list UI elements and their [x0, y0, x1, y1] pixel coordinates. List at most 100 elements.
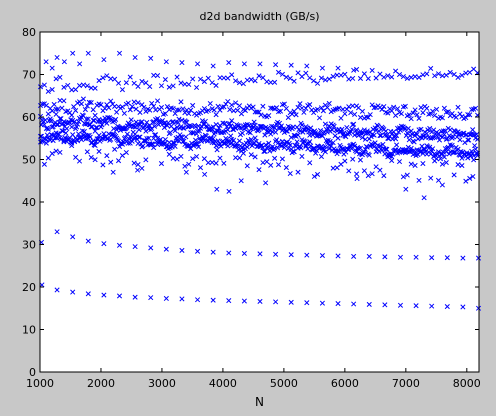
data-point-marker [178, 153, 184, 159]
data-point-marker [291, 149, 297, 155]
data-point-marker [429, 255, 435, 261]
data-point-marker [53, 106, 59, 112]
data-point-marker [122, 134, 128, 141]
data-point-marker [213, 82, 219, 88]
data-point-marker [460, 255, 466, 261]
data-point-marker [93, 125, 99, 131]
x-tick-label: 7000 [392, 377, 420, 390]
data-point-marker [241, 298, 247, 304]
data-point-marker [158, 161, 165, 167]
data-point-marker [383, 146, 389, 152]
data-point-marker [455, 162, 461, 168]
data-point-marker [41, 82, 47, 88]
data-point-marker [179, 247, 185, 254]
data-point-marker [439, 115, 445, 121]
data-point-marker [91, 117, 97, 124]
data-point-marker [128, 117, 134, 123]
data-point-marker [76, 158, 83, 164]
data-point-marker [274, 137, 280, 143]
data-point-marker [194, 153, 200, 160]
data-point-marker [307, 160, 313, 166]
data-point-marker [227, 107, 233, 113]
data-point-marker [460, 304, 466, 310]
data-point-marker [233, 100, 239, 106]
data-point-marker [211, 107, 217, 113]
data-point-marker [179, 135, 185, 141]
data-point-marker [92, 128, 98, 134]
data-point-marker [423, 148, 429, 154]
data-point-marker [174, 74, 180, 80]
data-point-marker [444, 255, 450, 261]
y-tick-label: 20 [22, 281, 36, 294]
data-point-marker [209, 159, 215, 166]
data-point-marker [152, 123, 158, 129]
data-point-marker [385, 110, 391, 116]
data-point-marker [186, 111, 192, 117]
data-point-marker [361, 71, 367, 77]
data-point-marker [210, 297, 216, 303]
data-point-marker [86, 99, 92, 105]
data-point-marker [137, 109, 143, 115]
data-point-marker [110, 169, 116, 175]
data-point-marker [139, 119, 145, 125]
data-point-marker [437, 156, 444, 162]
data-point-marker [248, 77, 254, 83]
data-point-marker [141, 104, 147, 110]
data-point-marker [326, 146, 332, 152]
data-point-marker [236, 103, 243, 109]
data-point-marker [210, 136, 216, 142]
data-point-marker [357, 145, 364, 151]
data-point-marker [346, 168, 352, 174]
data-point-marker [473, 105, 479, 111]
data-point-marker [432, 112, 438, 119]
y-tick-label: 60 [22, 111, 36, 124]
data-point-marker [283, 164, 289, 171]
data-point-marker [366, 253, 372, 259]
data-point-marker [45, 88, 51, 94]
data-point-marker [275, 162, 282, 168]
data-point-marker [101, 57, 107, 63]
data-point-marker [369, 67, 375, 74]
data-point-marker [389, 158, 395, 164]
data-point-marker [57, 116, 63, 122]
data-point-marker [371, 105, 377, 111]
data-point-marker [229, 72, 235, 78]
data-point-marker [293, 112, 299, 118]
data-point-marker [424, 131, 430, 137]
data-point-marker [283, 128, 289, 134]
data-point-marker [439, 182, 445, 188]
data-point-marker [182, 163, 188, 169]
data-point-marker [401, 147, 407, 153]
data-point-marker [283, 139, 289, 145]
data-point-marker [190, 76, 196, 82]
data-point-marker [55, 106, 61, 112]
data-point-marker [340, 106, 346, 112]
data-point-marker [114, 109, 120, 115]
data-point-marker [70, 289, 76, 295]
data-point-marker [158, 83, 165, 89]
data-point-marker [275, 125, 282, 131]
data-point-marker [369, 102, 375, 108]
data-point-marker [143, 80, 149, 86]
data-point-marker [449, 142, 455, 148]
data-point-marker [140, 143, 146, 149]
data-point-marker [88, 124, 94, 130]
data-point-marker [273, 62, 279, 68]
data-point-marker [179, 296, 185, 302]
data-point-marker [45, 155, 51, 161]
data-point-marker [447, 69, 453, 75]
data-point-marker [210, 249, 216, 255]
data-point-marker [197, 165, 204, 171]
data-point-marker [65, 82, 71, 88]
data-point-marker [252, 154, 258, 160]
data-point-marker [116, 50, 123, 56]
data-point-marker [115, 158, 122, 164]
data-point-marker [469, 131, 475, 137]
data-point-marker [429, 303, 435, 309]
data-point-marker [411, 139, 417, 145]
data-point-marker [210, 63, 216, 69]
data-point-marker [257, 61, 263, 67]
data-point-marker [70, 234, 76, 240]
data-point-marker [205, 107, 211, 114]
plot-area-background [40, 32, 479, 372]
